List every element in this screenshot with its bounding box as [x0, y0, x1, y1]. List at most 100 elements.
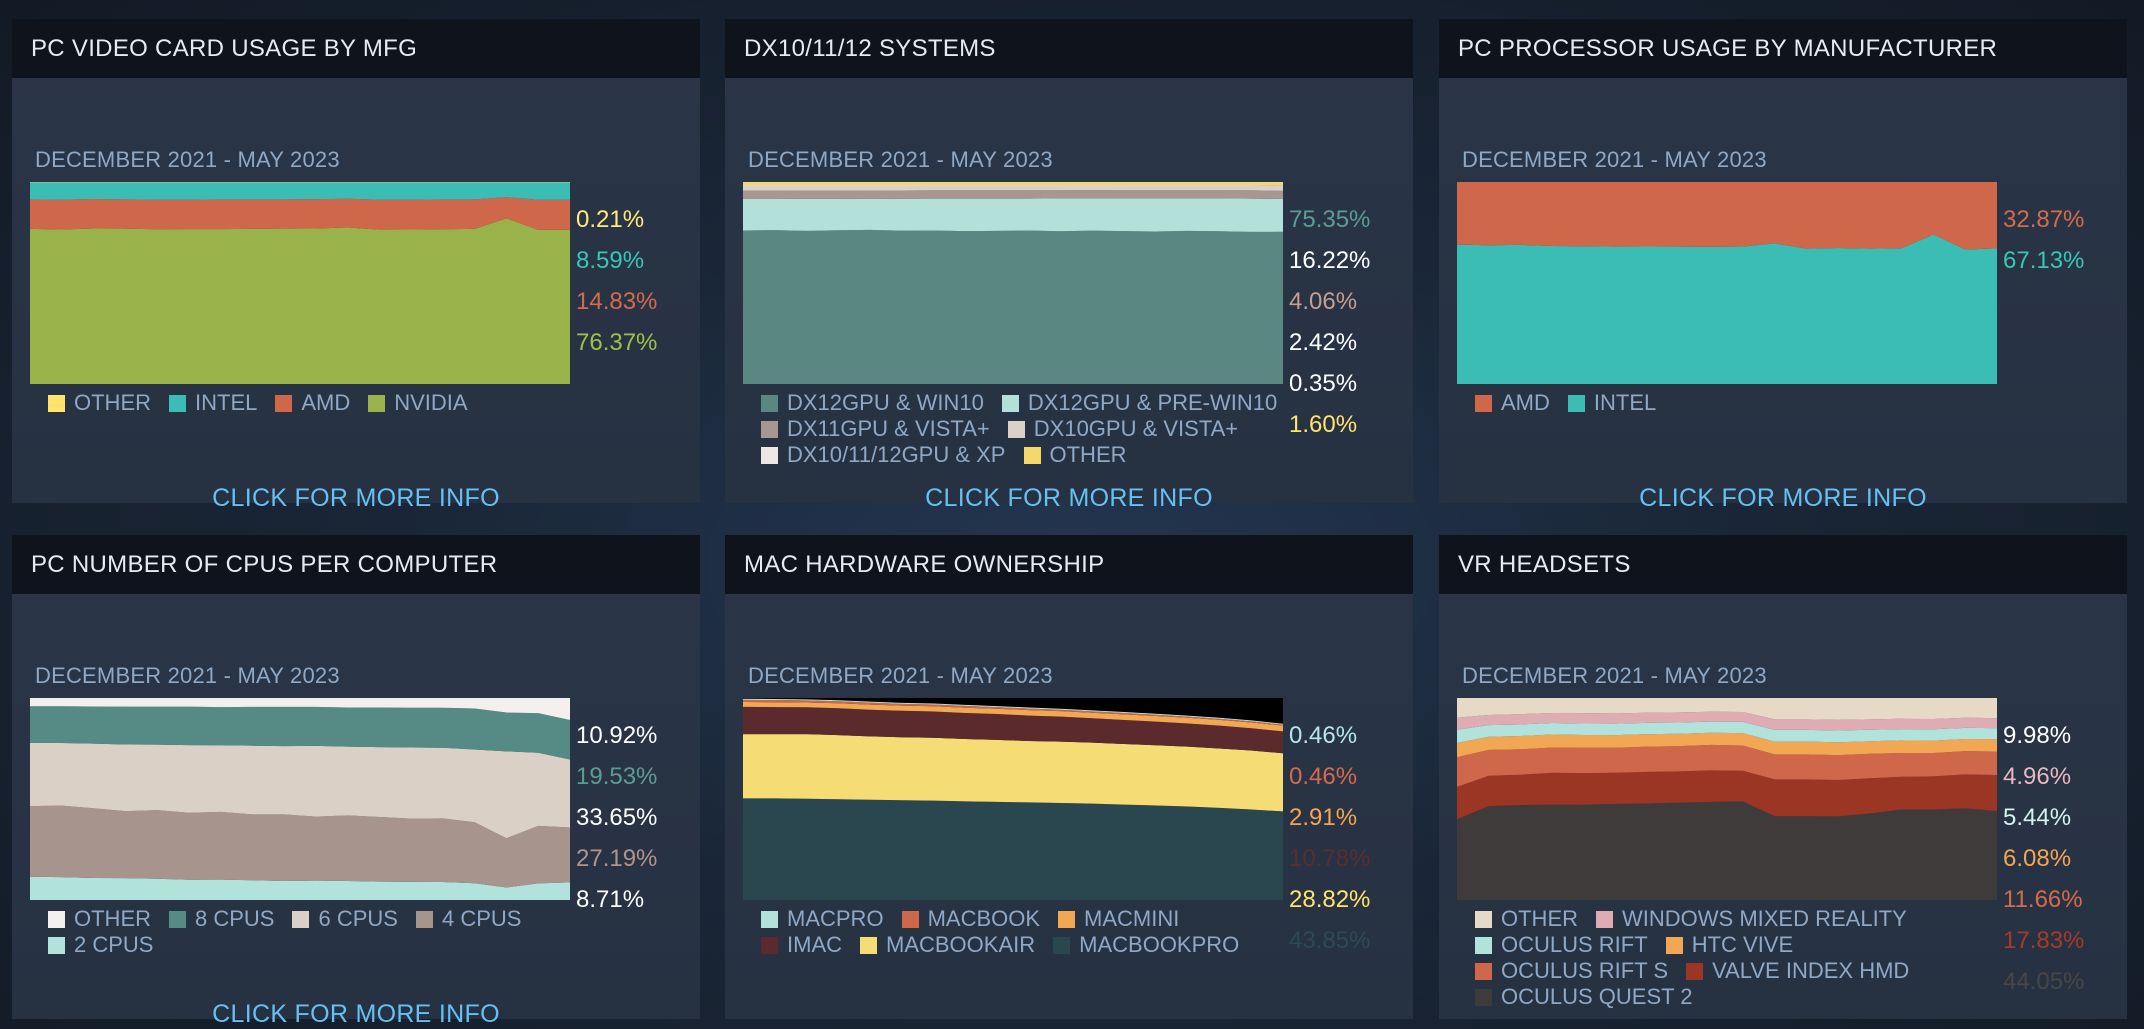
legend-item[interactable]: 2 CPUS — [48, 932, 153, 958]
series-area-other[interactable] — [743, 182, 1283, 186]
legend-label: DX12GPU & WIN10 — [787, 390, 984, 415]
series-area-6-cpus[interactable] — [30, 743, 570, 839]
legend-swatch — [48, 937, 65, 954]
series-area-dx10-11-12gpu-xp[interactable] — [743, 185, 1283, 186]
legend-item[interactable]: DX12GPU & WIN10 — [761, 390, 984, 416]
legend-label: OTHER — [1049, 442, 1127, 467]
series-area-dx12gpu-win10[interactable] — [743, 229, 1283, 384]
series-area-2-cpus[interactable] — [30, 876, 570, 900]
percentage-value: 75.35% — [1289, 206, 1371, 233]
series-area-windows-mixed-reality[interactable] — [1457, 711, 1997, 731]
more-info-link[interactable]: CLICK FOR MORE INFO — [212, 1000, 500, 1028]
series-area-oculus-rift[interactable] — [1457, 721, 1997, 744]
percentage-value: 2.42% — [1289, 329, 1358, 356]
series-area-intel[interactable] — [30, 182, 570, 200]
series-area-dx11gpu-vista-[interactable] — [743, 190, 1283, 200]
legend-item[interactable]: OTHER — [48, 906, 151, 932]
percentage-value: 27.19% — [576, 845, 658, 872]
mac-area-chart[interactable] — [743, 698, 1283, 900]
panel-title: PC PROCESSOR USAGE BY MANUFACTURER — [1439, 19, 2127, 78]
legend-item[interactable]: MACBOOK — [901, 906, 1040, 932]
legend-swatch — [1686, 963, 1704, 980]
dx-area-chart[interactable] — [743, 182, 1283, 384]
legend-item[interactable]: OTHER — [1475, 906, 1578, 932]
legend-swatch — [368, 395, 386, 412]
legend-item[interactable]: INTEL — [169, 390, 257, 416]
legend-item[interactable]: 6 CPUS — [292, 906, 398, 932]
legend-item[interactable]: AMD — [1475, 390, 1550, 416]
legend-item[interactable]: MACBOOKAIR — [860, 932, 1035, 958]
series-area-macmini[interactable] — [743, 702, 1283, 732]
legend-swatch — [860, 937, 877, 954]
series-area-nvidia[interactable] — [30, 218, 570, 384]
legend-item[interactable]: OCULUS QUEST 2 — [1475, 984, 1693, 1010]
legend-swatch — [1023, 447, 1041, 464]
vr-area-chart[interactable] — [1457, 698, 1997, 900]
panel-video-card-usage: PC VIDEO CARD USAGE BY MFG DECEMBER 2021 … — [12, 19, 700, 512]
series-area-amd[interactable] — [1457, 182, 1997, 250]
series-area-other[interactable] — [1457, 698, 1997, 720]
legend-item[interactable]: MACBOOKPRO — [1053, 932, 1239, 958]
percentage-value: 16.22% — [1289, 247, 1371, 274]
cpus-area-chart[interactable] — [30, 698, 570, 900]
percentage-list: 0.21% 8.59% 14.83% 76.37% — [576, 199, 657, 363]
legend-label: AMD — [301, 390, 351, 415]
series-area-oculus-rift-s[interactable] — [1457, 744, 1997, 787]
series-area-macbookair[interactable] — [743, 734, 1283, 812]
series-area-dx12gpu-pre-win10[interactable] — [743, 198, 1283, 232]
percentage-value: 2.91% — [1289, 804, 1358, 831]
legend-item[interactable]: IMAC — [761, 932, 842, 958]
legend-item[interactable]: DX11GPU & VISTA+ — [761, 416, 990, 442]
legend-label: MACMINI — [1084, 906, 1180, 931]
legend-item[interactable]: MACMINI — [1058, 906, 1179, 932]
legend-label: DX10/11/12GPU & XP — [787, 442, 1006, 467]
processor-area-chart[interactable] — [1457, 182, 1997, 384]
more-info-link[interactable]: CLICK FOR MORE INFO — [212, 484, 500, 512]
legend-label: OCULUS QUEST 2 — [1501, 984, 1693, 1009]
panel-title: PC VIDEO CARD USAGE BY MFG — [12, 19, 700, 78]
series-area-8-cpus[interactable] — [30, 706, 570, 760]
series-area-amd[interactable] — [30, 197, 570, 230]
legend-item[interactable]: AMD — [275, 390, 350, 416]
series-area-4-cpus[interactable] — [30, 805, 570, 888]
series-area-imac[interactable] — [743, 706, 1283, 754]
panel-dx-systems: DX10/11/12 SYSTEMS DECEMBER 2021 - MAY 20… — [725, 19, 1413, 512]
legend-item[interactable]: WINDOWS MIXED REALITY — [1596, 906, 1907, 932]
series-area-dx10gpu-vista-[interactable] — [743, 185, 1283, 191]
legend-item[interactable]: HTC VIVE — [1665, 932, 1793, 958]
legend-item[interactable]: OTHER — [1023, 442, 1127, 468]
legend-swatch — [1001, 395, 1019, 412]
legend-item[interactable]: NVIDIA — [368, 390, 468, 416]
legend-item[interactable]: OCULUS RIFT — [1475, 932, 1648, 958]
more-info-link[interactable]: CLICK FOR MORE INFO — [1639, 484, 1927, 512]
date-range-label: DECEMBER 2021 - MAY 2023 — [748, 663, 1053, 688]
more-info-link[interactable]: CLICK FOR MORE INFO — [925, 484, 1213, 512]
percentage-list: 32.87% 67.13% — [2003, 199, 2084, 281]
panel-title: MAC HARDWARE OWNERSHIP — [725, 535, 1413, 594]
series-area-intel[interactable] — [1457, 234, 1997, 384]
chart-legend: OTHER WINDOWS MIXED REALITY OCULUS RIFT HTC… — [1475, 906, 1927, 1010]
series-area-oculus-quest-2[interactable] — [1457, 801, 1997, 900]
legend-item[interactable]: DX12GPU & PRE-WIN10 — [1001, 390, 1277, 416]
legend-swatch — [1475, 937, 1492, 954]
series-area-htc-vive[interactable] — [1457, 732, 1997, 758]
date-range-label: DECEMBER 2021 - MAY 2023 — [748, 147, 1053, 172]
series-area-macbookpro[interactable] — [743, 798, 1283, 900]
series-area-valve-index-hmd[interactable] — [1457, 770, 1997, 820]
legend-label: 8 CPUS — [195, 906, 275, 931]
legend-item[interactable]: INTEL — [1567, 390, 1656, 416]
legend-item[interactable]: OCULUS RIFT S — [1475, 958, 1668, 984]
legend-item[interactable]: 4 CPUS — [415, 906, 521, 932]
legend-item[interactable]: OTHER — [48, 390, 151, 416]
series-area-other[interactable] — [30, 698, 570, 721]
legend-item[interactable]: DX10/11/12GPU & XP — [761, 442, 1006, 468]
legend-item[interactable]: 8 CPUS — [169, 906, 274, 932]
percentage-value: 32.87% — [2003, 206, 2085, 233]
legend-swatch — [1053, 937, 1071, 954]
legend-item[interactable]: DX10GPU & VISTA+ — [1007, 416, 1238, 442]
legend-item[interactable]: MACPRO — [761, 906, 884, 932]
video-card-area-chart[interactable] — [30, 182, 570, 384]
legend-item[interactable]: VALVE INDEX HMD — [1686, 958, 1909, 984]
legend-label: OCULUS RIFT — [1501, 932, 1648, 957]
percentage-value: 11.66% — [2003, 886, 2083, 913]
